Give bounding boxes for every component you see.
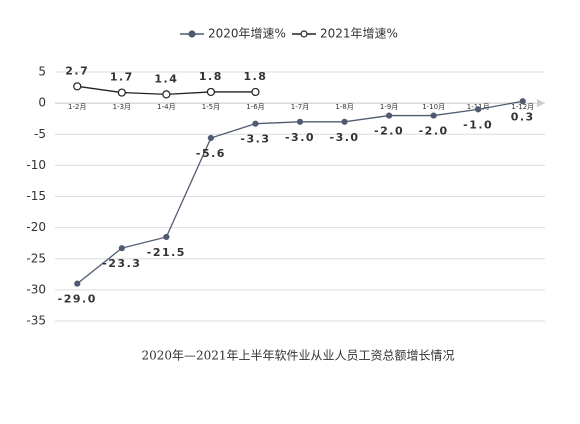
data-point [251, 87, 260, 97]
y-tick-label: -20 [26, 220, 46, 234]
y-tick-label: -35 [26, 314, 46, 328]
x-axis-arrow [537, 99, 545, 108]
x-tick-label: 1-10月 [422, 103, 445, 111]
x-tick-label: 1-4月 [157, 103, 175, 111]
data-point [385, 112, 393, 119]
y-tick-label: -30 [26, 282, 46, 296]
legend-marker [188, 30, 196, 38]
data-label: -29.0 [58, 293, 97, 306]
data-point [117, 88, 126, 97]
y-tick-label: 0 [38, 96, 46, 110]
data-label: -2.0 [374, 125, 404, 138]
y-tick-label: -5 [34, 127, 46, 141]
data-point [207, 134, 215, 142]
data-point [162, 90, 171, 99]
y-tick-label: -10 [26, 158, 46, 172]
data-label: -3.3 [240, 133, 270, 146]
data-point [341, 118, 348, 125]
y-tick-label: -15 [26, 189, 46, 203]
x-tick-label: 1-3月 [113, 103, 131, 111]
data-label: 2.7 [65, 64, 89, 77]
data-point [296, 118, 304, 125]
y-tick-label: 5 [38, 65, 46, 79]
data-point [73, 82, 82, 91]
data-point [519, 98, 526, 105]
legend-label: 2020年增速% [208, 27, 286, 41]
data-label: 1.7 [110, 71, 134, 84]
data-label: -23.3 [102, 257, 141, 270]
series-line [76, 100, 523, 285]
data-point [74, 280, 81, 287]
data-label: 1.4 [154, 72, 178, 85]
legend-marker [300, 30, 308, 38]
data-point [475, 106, 482, 113]
x-tick-label: 1-6月 [246, 103, 264, 111]
data-label: 1.8 [243, 70, 267, 83]
data-point [206, 87, 216, 97]
data-point [163, 233, 170, 241]
x-tick-label: 1-5月 [202, 103, 220, 111]
data-label: -2.0 [419, 125, 449, 138]
x-tick-label: 1-8月 [335, 103, 353, 111]
x-tick-label: 1-12月 [511, 103, 534, 111]
legend-label: 2021年增速% [320, 27, 398, 41]
data-label: -5.6 [196, 147, 226, 160]
data-label: 1.8 [199, 70, 223, 83]
chart-title: 2020年—2021年上半年软件业从业人员工资总额增长情况 [141, 349, 454, 363]
data-label: -21.5 [147, 246, 186, 259]
data-point [430, 112, 437, 119]
data-label: 0.3 [511, 110, 535, 123]
data-label: -3.0 [330, 131, 360, 144]
data-point [118, 245, 125, 252]
y-tick-label: -25 [26, 251, 46, 265]
x-tick-label: 1-7月 [291, 103, 309, 111]
x-tick-label: 1-9月 [380, 103, 398, 111]
data-label: -1.0 [463, 118, 493, 131]
data-label: -3.0 [285, 131, 315, 144]
x-tick-label: 1-2月 [68, 103, 86, 111]
data-point [252, 120, 259, 127]
